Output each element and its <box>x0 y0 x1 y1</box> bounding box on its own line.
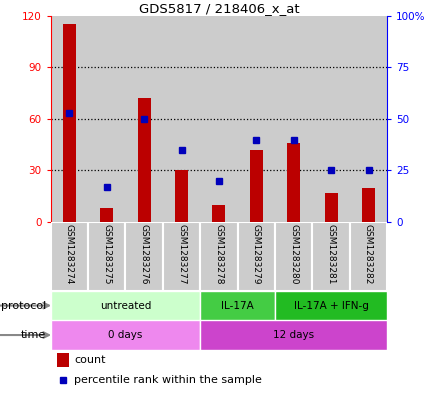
Bar <box>312 16 350 222</box>
Text: untreated: untreated <box>100 301 151 310</box>
Text: GSM1283277: GSM1283277 <box>177 224 186 285</box>
Text: GSM1283282: GSM1283282 <box>364 224 373 285</box>
Text: GSM1283279: GSM1283279 <box>252 224 261 285</box>
Bar <box>125 222 163 291</box>
Text: GSM1283275: GSM1283275 <box>102 224 111 285</box>
Bar <box>138 98 150 222</box>
Bar <box>51 16 88 222</box>
Bar <box>57 353 69 367</box>
Title: GDS5817 / 218406_x_at: GDS5817 / 218406_x_at <box>139 2 299 15</box>
Bar <box>200 16 238 222</box>
Text: count: count <box>74 355 106 365</box>
Bar <box>200 291 275 320</box>
Bar <box>163 16 200 222</box>
Text: IL-17A + IFN-g: IL-17A + IFN-g <box>293 301 369 310</box>
Text: IL-17A: IL-17A <box>221 301 254 310</box>
Bar <box>63 24 76 222</box>
Bar <box>100 208 113 222</box>
Bar <box>362 187 375 222</box>
Bar <box>163 222 200 291</box>
Text: 0 days: 0 days <box>108 330 143 340</box>
Bar <box>213 205 225 222</box>
Text: GSM1283278: GSM1283278 <box>214 224 224 285</box>
Bar <box>200 320 387 350</box>
Text: 12 days: 12 days <box>273 330 314 340</box>
Bar <box>238 222 275 291</box>
Text: protocol: protocol <box>1 301 46 310</box>
Bar <box>325 193 337 222</box>
Bar <box>350 16 387 222</box>
Bar <box>88 222 125 291</box>
Bar <box>175 171 188 222</box>
Bar <box>275 16 312 222</box>
Bar <box>275 222 312 291</box>
Text: GSM1283281: GSM1283281 <box>326 224 336 285</box>
Text: percentile rank within the sample: percentile rank within the sample <box>74 375 262 386</box>
Bar <box>287 143 300 222</box>
Text: time: time <box>21 330 46 340</box>
Bar <box>200 222 238 291</box>
Bar <box>51 320 200 350</box>
Bar <box>238 16 275 222</box>
Bar <box>312 222 350 291</box>
Bar <box>125 16 163 222</box>
Bar <box>275 291 387 320</box>
Bar <box>88 16 125 222</box>
Bar <box>51 291 200 320</box>
Text: GSM1283276: GSM1283276 <box>139 224 149 285</box>
Text: GSM1283274: GSM1283274 <box>65 224 74 285</box>
Bar <box>350 222 387 291</box>
Bar <box>51 222 88 291</box>
Text: GSM1283280: GSM1283280 <box>289 224 298 285</box>
Bar <box>250 150 263 222</box>
